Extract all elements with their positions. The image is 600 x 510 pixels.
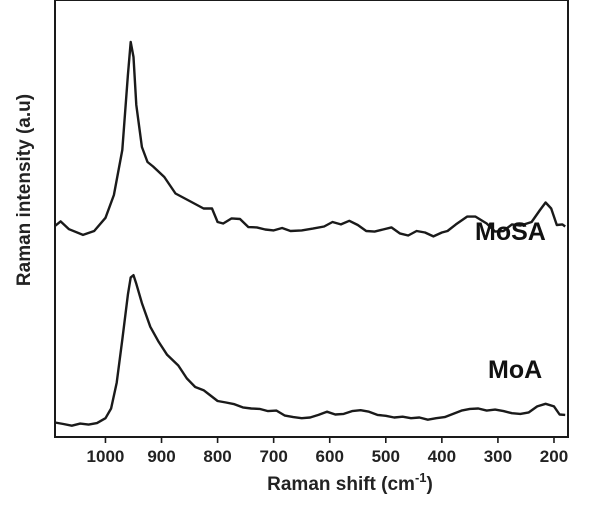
x-axis-ticks xyxy=(104,437,555,443)
x-tick-label: 700 xyxy=(259,447,287,466)
y-axis-title: Raman intensity (a.u) xyxy=(14,94,35,286)
x-axis-title-superscript: -1 xyxy=(415,470,427,485)
x-tick-label: 400 xyxy=(428,447,456,466)
x-tick-label: 1000 xyxy=(87,447,125,466)
x-tick-label: 300 xyxy=(484,447,512,466)
x-tick-label: 200 xyxy=(540,447,568,466)
series-label-moa: MoA xyxy=(488,356,542,384)
series-lines xyxy=(54,40,566,427)
x-axis-title: Raman shift (cm-1) xyxy=(267,470,433,495)
x-tick-label: 900 xyxy=(147,447,175,466)
series-line-moa xyxy=(54,274,566,427)
x-axis-title-main: Raman shift (cm xyxy=(267,474,415,495)
x-tick-label: 500 xyxy=(372,447,400,466)
series-label-mosa: MoSA xyxy=(475,218,546,246)
plot-frame xyxy=(54,0,569,438)
x-tick-label: 600 xyxy=(316,447,344,466)
series-line-mosa xyxy=(54,40,566,238)
x-axis-tick-labels: 1000 900 800 700 600 500 400 300 200 xyxy=(87,447,569,466)
x-tick-label: 800 xyxy=(203,447,231,466)
x-axis-title-tail: ) xyxy=(427,474,433,495)
